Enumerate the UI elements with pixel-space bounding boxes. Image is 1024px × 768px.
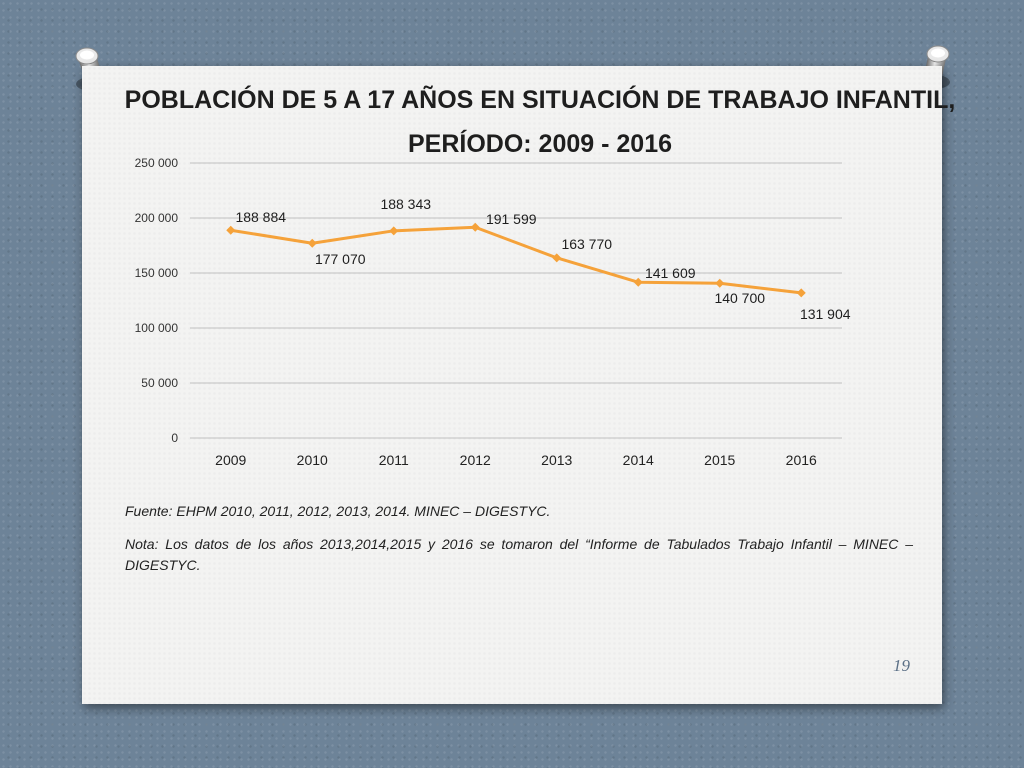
source-note: Fuente: EHPM 2010, 2011, 2012, 2013, 201… <box>125 503 551 519</box>
footnote: Nota: Los datos de los años 2013,2014,20… <box>125 536 913 573</box>
slide-card <box>82 66 942 704</box>
page-number: 19 <box>893 656 910 675</box>
slide-title-line-2: PERÍODO: 2009 - 2016 <box>407 130 672 158</box>
slide-title-line-1: POBLACIÓN DE 5 A 17 AÑOS EN SITUACIÓN DE… <box>124 86 956 114</box>
